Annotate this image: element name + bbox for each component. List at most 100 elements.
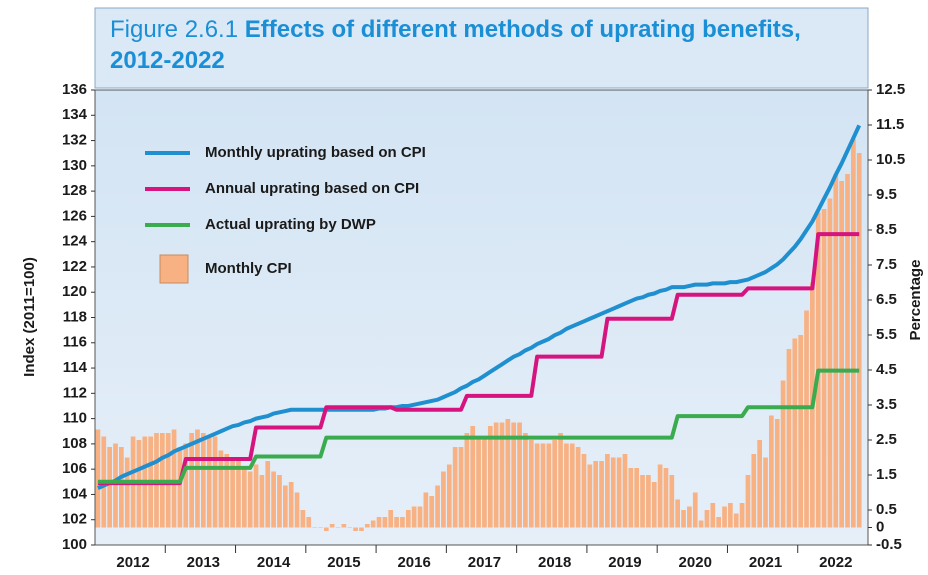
bar — [446, 464, 452, 528]
x-tick-label: 2022 — [819, 554, 852, 571]
y2-tick-label: 0.5 — [876, 501, 897, 518]
bar — [698, 520, 704, 528]
x-tick-label: 2014 — [257, 554, 291, 571]
line-series — [97, 368, 860, 484]
bar — [511, 422, 517, 528]
legend-label: Annual uprating based on CPI — [205, 180, 419, 197]
bar — [622, 454, 628, 528]
y2-tick-label: 1.5 — [876, 466, 897, 483]
bar — [218, 450, 224, 528]
legend-label: Actual uprating by DWP — [205, 216, 376, 233]
bar — [581, 454, 587, 528]
bar — [394, 517, 399, 528]
y2-tick-label: 4.5 — [876, 361, 897, 378]
bar — [605, 454, 610, 528]
bar — [441, 471, 446, 528]
chart-title: Effects of different methods of uprating… — [110, 16, 801, 74]
bar — [745, 475, 751, 528]
bar — [593, 461, 599, 528]
bar — [564, 443, 569, 528]
title-band — [94, 7, 869, 89]
bar — [294, 492, 300, 528]
bar — [804, 310, 809, 528]
bar — [710, 503, 716, 528]
bar — [856, 153, 862, 528]
bar — [195, 429, 200, 528]
bar — [669, 475, 675, 528]
bar — [183, 443, 189, 528]
bar — [687, 506, 692, 528]
y2-tick-label: 8.5 — [876, 221, 897, 238]
y-tick-label: 126 — [62, 207, 87, 224]
bar — [405, 510, 411, 528]
bar — [610, 457, 616, 528]
bar — [786, 349, 792, 528]
bar — [359, 527, 364, 531]
bar — [306, 517, 312, 528]
bar — [259, 475, 265, 528]
bar — [376, 517, 382, 528]
bar — [528, 440, 534, 528]
bar — [417, 506, 423, 528]
bar — [640, 475, 645, 528]
y2-tick-label: 2.5 — [876, 431, 897, 448]
bar — [845, 174, 850, 528]
bar — [318, 527, 323, 528]
bar — [651, 482, 657, 528]
bar — [523, 433, 528, 528]
y-tick-label: 128 — [62, 182, 87, 199]
bar — [839, 181, 844, 528]
bar — [288, 482, 294, 528]
y2-tick-label: 10.5 — [876, 151, 905, 168]
bar — [780, 380, 786, 528]
bar — [347, 527, 353, 528]
bar — [763, 457, 768, 528]
bar — [329, 524, 335, 528]
bar — [792, 338, 798, 528]
bar — [704, 510, 710, 528]
bar — [241, 468, 247, 528]
y2-axis-label: Percentage — [907, 260, 924, 341]
bar — [663, 468, 669, 528]
bar — [827, 198, 833, 528]
bar — [171, 429, 177, 528]
bar — [558, 433, 563, 528]
bar — [119, 447, 124, 528]
bar — [716, 517, 722, 528]
bar — [681, 510, 686, 528]
bar — [757, 440, 763, 528]
bar — [271, 471, 276, 528]
bar — [300, 510, 306, 528]
y-tick-label: 106 — [62, 460, 87, 477]
bar — [458, 447, 464, 528]
bar — [692, 492, 698, 528]
bar — [769, 415, 774, 528]
bar — [452, 447, 458, 528]
x-tick-label: 2016 — [397, 554, 430, 571]
x-tick-label: 2021 — [749, 554, 782, 571]
bar — [798, 335, 803, 528]
bar — [464, 433, 470, 528]
bar — [382, 517, 388, 528]
bar — [364, 524, 370, 528]
bar — [739, 503, 745, 528]
bar — [821, 209, 827, 528]
y2-tick-label: 12.5 — [876, 81, 905, 98]
y2-tick-label: 6.5 — [876, 291, 897, 308]
y-tick-label: 132 — [62, 132, 87, 149]
bar — [733, 513, 739, 528]
x-tick-label: 2019 — [608, 554, 641, 571]
bar — [728, 503, 733, 528]
bar — [388, 510, 394, 528]
y2-tick-label: 3.5 — [876, 396, 897, 413]
bar — [569, 443, 575, 528]
bar — [587, 464, 593, 528]
y-tick-label: 116 — [63, 334, 87, 351]
x-tick-label: 2012 — [116, 554, 149, 571]
x-tick-label: 2015 — [327, 554, 360, 571]
y2-tick-label: 7.5 — [876, 256, 897, 273]
y2-tick-label: 0 — [876, 518, 884, 535]
bar — [552, 440, 558, 528]
x-tick-label: 2020 — [679, 554, 712, 571]
